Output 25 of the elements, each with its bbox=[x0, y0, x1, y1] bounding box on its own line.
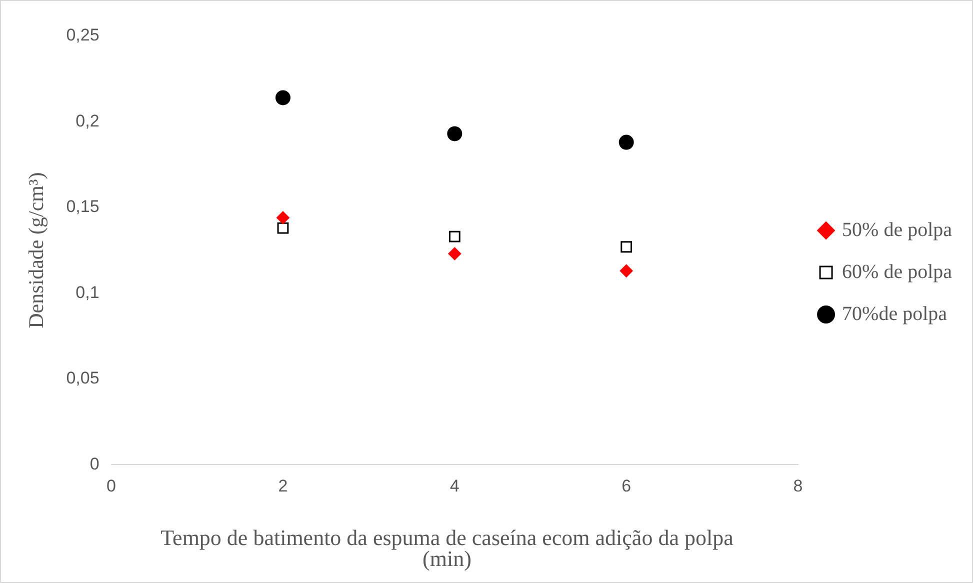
point bbox=[275, 90, 290, 106]
point bbox=[276, 211, 290, 224]
legend-label: 50% de polpa bbox=[842, 218, 952, 241]
x-tick-label: 8 bbox=[793, 476, 803, 496]
legend-label: 70%de polpa bbox=[842, 302, 948, 325]
x-tick-label: 0 bbox=[106, 476, 116, 496]
y-tick-label: 0,25 bbox=[66, 26, 100, 45]
point bbox=[618, 134, 634, 150]
point bbox=[277, 222, 289, 234]
y-tick-label: 0,2 bbox=[76, 111, 100, 130]
point bbox=[448, 230, 460, 242]
x-tick-label: 6 bbox=[622, 476, 632, 496]
y-axis-title: Densidade (g/cm³) bbox=[24, 172, 48, 328]
x-tick-label: 2 bbox=[278, 476, 288, 496]
point bbox=[447, 126, 462, 142]
point bbox=[620, 264, 633, 278]
y-tick-label: 0 bbox=[90, 454, 100, 474]
y-tick-label: 0,1 bbox=[76, 282, 100, 302]
y-tick-label: 0,15 bbox=[66, 197, 100, 216]
point bbox=[448, 247, 462, 260]
x-tick-label: 4 bbox=[450, 476, 460, 496]
x-axis-title: Tempo de batimento da espuma de caseína ecom adição da polpa (min) bbox=[160, 525, 734, 571]
point bbox=[620, 241, 632, 253]
legend-label: 60% de polpa bbox=[842, 260, 952, 283]
y-tick-label: 0,05 bbox=[66, 368, 100, 388]
